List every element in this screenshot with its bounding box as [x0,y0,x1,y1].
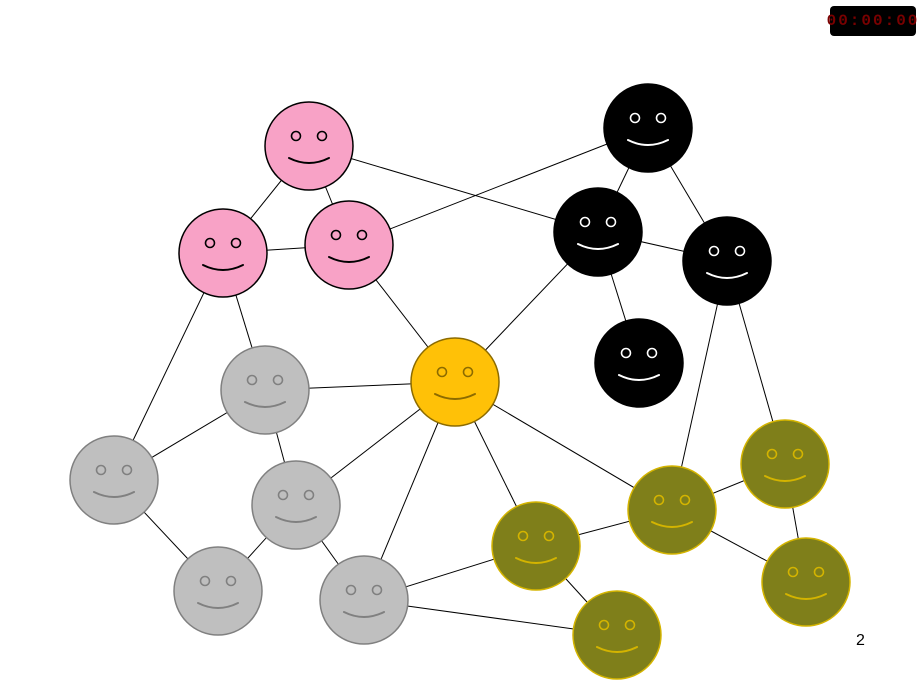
node-o4 [762,538,850,626]
network-svg [0,0,920,690]
node-b3 [683,217,771,305]
node-g5 [320,556,408,644]
node-o5 [573,591,661,679]
node-o2 [741,420,829,508]
node-o3 [492,502,580,590]
node-p3 [305,201,393,289]
diagram-stage: 00:00:00 2 [0,0,920,690]
timer-display: 00:00:00 [830,6,916,36]
node-p1 [265,102,353,190]
node-g2 [70,436,158,524]
node-b2 [554,188,642,276]
node-o1 [628,466,716,554]
node-p2 [179,209,267,297]
node-g3 [252,461,340,549]
page-number: 2 [856,632,865,650]
node-b4 [595,319,683,407]
node-g1 [221,346,309,434]
nodes-group [70,84,850,679]
node-g4 [174,547,262,635]
timer-text: 00:00:00 [827,12,920,30]
node-y1 [411,338,499,426]
node-b1 [604,84,692,172]
